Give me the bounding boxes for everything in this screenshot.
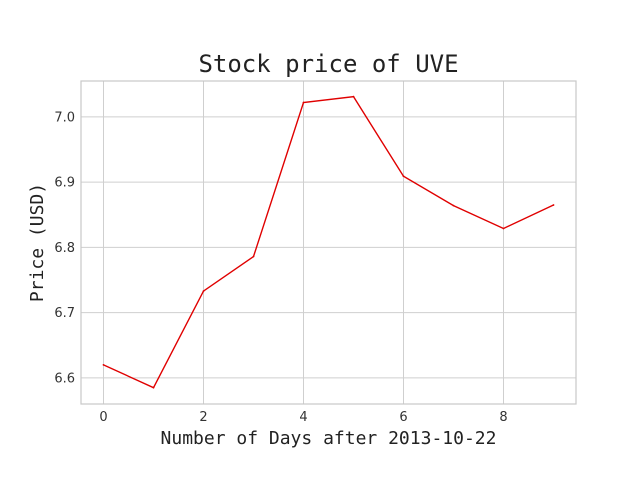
- plot-area-frame: [80, 80, 577, 405]
- data-point: [402, 175, 405, 178]
- chart-title: Stock price of UVE: [198, 50, 458, 78]
- x-tick-label: 2: [199, 410, 207, 425]
- x-tick-label: 0: [99, 410, 107, 425]
- data-point: [302, 101, 305, 104]
- x-axis-ticks: 0 2 4 6 8: [99, 410, 507, 425]
- grid: [81, 81, 576, 404]
- data-point: [152, 386, 155, 389]
- x-tick-label: 6: [399, 410, 407, 425]
- x-axis-label: Number of Days after 2013-10-22: [161, 428, 497, 449]
- series-line-1: [103, 95, 554, 389]
- y-tick-label: 6.7: [54, 306, 75, 321]
- data-point: [102, 363, 105, 366]
- y-tick-label: 6.9: [54, 176, 75, 191]
- y-axis-label: Price (USD): [27, 183, 48, 302]
- y-tick-label: 6.8: [54, 241, 75, 256]
- y-tick-label: 6.6: [54, 371, 75, 386]
- data-point: [252, 255, 255, 258]
- data-point: [502, 227, 505, 230]
- data-point: [552, 204, 555, 206]
- y-tick-label: 7.0: [54, 110, 75, 125]
- data-point: [452, 204, 455, 207]
- y-axis-ticks: 6.6 6.7 6.8 6.9 7.0: [54, 110, 75, 386]
- series-layer: [102, 95, 555, 389]
- data-point: [352, 95, 355, 98]
- data-point: [202, 290, 205, 293]
- x-tick-label: 4: [299, 410, 307, 425]
- x-tick-label: 8: [499, 410, 507, 425]
